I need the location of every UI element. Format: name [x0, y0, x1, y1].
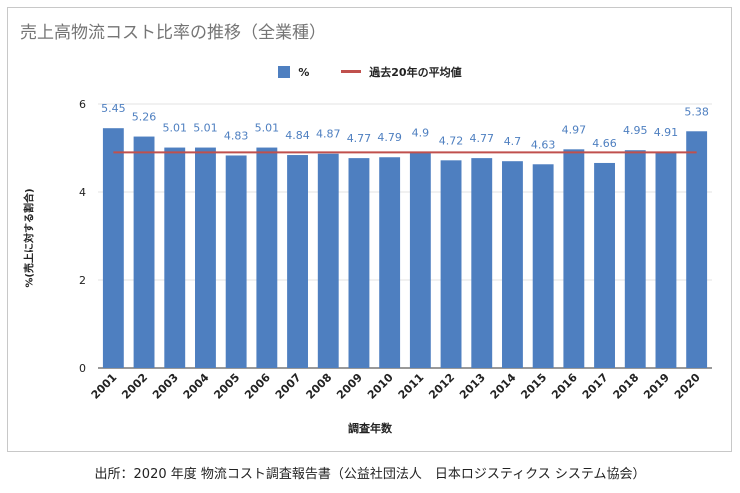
data-label: 4.83 — [224, 129, 249, 142]
data-label: 4.77 — [347, 132, 372, 145]
legend-item-bar: % — [278, 65, 310, 79]
x-tick-label: 2009 — [334, 371, 365, 402]
x-tick-label: 2016 — [549, 371, 580, 402]
x-tick-label: 2019 — [641, 371, 672, 402]
x-tick-label: 2007 — [273, 371, 304, 402]
legend-item-average: 過去20年の平均値 — [341, 64, 462, 80]
source-footer: 出所：2020 年度 物流コスト調査報告書（公益社団法人 日本ロジスティクス シ… — [94, 467, 646, 482]
data-label: 4.84 — [285, 129, 310, 142]
bar — [164, 147, 186, 368]
bar — [594, 162, 615, 368]
data-label: 5.26 — [132, 111, 157, 124]
y-tick-label: 0 — [79, 362, 86, 375]
data-label: 4.66 — [592, 137, 617, 150]
x-tick-label: 2005 — [211, 371, 242, 402]
bar — [348, 158, 370, 368]
data-label: 4.87 — [316, 128, 341, 141]
bar — [655, 151, 677, 368]
legend-bar-swatch — [278, 65, 291, 78]
bar — [379, 157, 401, 368]
x-tick-label: 2006 — [242, 371, 273, 402]
x-tick-label: 2017 — [580, 371, 611, 402]
data-label: 5.01 — [163, 122, 188, 135]
x-tick-label: 2011 — [396, 371, 427, 402]
x-tick-label: 2004 — [181, 371, 212, 402]
data-label: 4.77 — [470, 132, 495, 145]
bar — [563, 149, 585, 368]
x-tick-label: 2018 — [611, 371, 642, 402]
chart-title: 売上高物流コスト比率の推移（全業種） — [20, 23, 326, 43]
bar — [195, 147, 216, 368]
data-label: 4.9 — [412, 126, 430, 139]
bar — [502, 161, 523, 368]
x-axis-label: 調査年数 — [348, 422, 392, 435]
x-tick-label: 2014 — [488, 371, 519, 402]
bar — [440, 160, 462, 368]
data-label: 4.72 — [439, 134, 464, 147]
bar — [686, 131, 708, 368]
bar-chart: 0 2 4 6 5.45 2001 5.26 2002 5.01 2003 5.01 2004 4.83… — [79, 98, 712, 402]
x-tick-label: 2020 — [672, 371, 703, 402]
bar — [532, 164, 554, 368]
data-label: 5.38 — [684, 105, 709, 118]
bar — [225, 155, 247, 368]
x-tick-label: 2003 — [150, 371, 181, 402]
bar — [287, 155, 308, 368]
bar — [102, 128, 124, 368]
y-tick-label: 6 — [79, 98, 86, 111]
x-tick-label: 2013 — [457, 371, 488, 402]
data-label: 4.63 — [531, 138, 556, 151]
data-label: 5.45 — [101, 102, 126, 115]
legend-bar-label: % — [298, 65, 310, 79]
data-label: 4.91 — [654, 126, 679, 139]
data-label: 4.7 — [504, 135, 522, 148]
bar — [409, 152, 431, 368]
x-tick-label: 2008 — [304, 371, 335, 402]
x-tick-label: 2012 — [426, 371, 457, 402]
bar — [317, 153, 339, 368]
bar — [256, 147, 278, 368]
y-tick-label: 4 — [79, 186, 86, 199]
bar — [133, 136, 155, 368]
legend-average-label: 過去20年の平均値 — [369, 66, 462, 79]
x-tick-label: 2001 — [89, 371, 120, 402]
legend-average-swatch — [341, 70, 362, 73]
x-tick-label: 2010 — [365, 371, 396, 402]
data-label: 4.79 — [377, 131, 402, 144]
bar — [471, 158, 493, 368]
x-tick-label: 2002 — [119, 371, 150, 402]
bar — [624, 150, 646, 368]
data-label: 5.01 — [255, 122, 280, 135]
chart-legend: % 過去20年の平均値 — [0, 64, 740, 80]
data-label: 4.97 — [562, 123, 587, 136]
data-label: 4.95 — [623, 124, 648, 137]
y-tick-label: 2 — [79, 274, 86, 287]
data-label: 5.01 — [193, 122, 218, 135]
x-tick-label: 2015 — [518, 371, 549, 402]
